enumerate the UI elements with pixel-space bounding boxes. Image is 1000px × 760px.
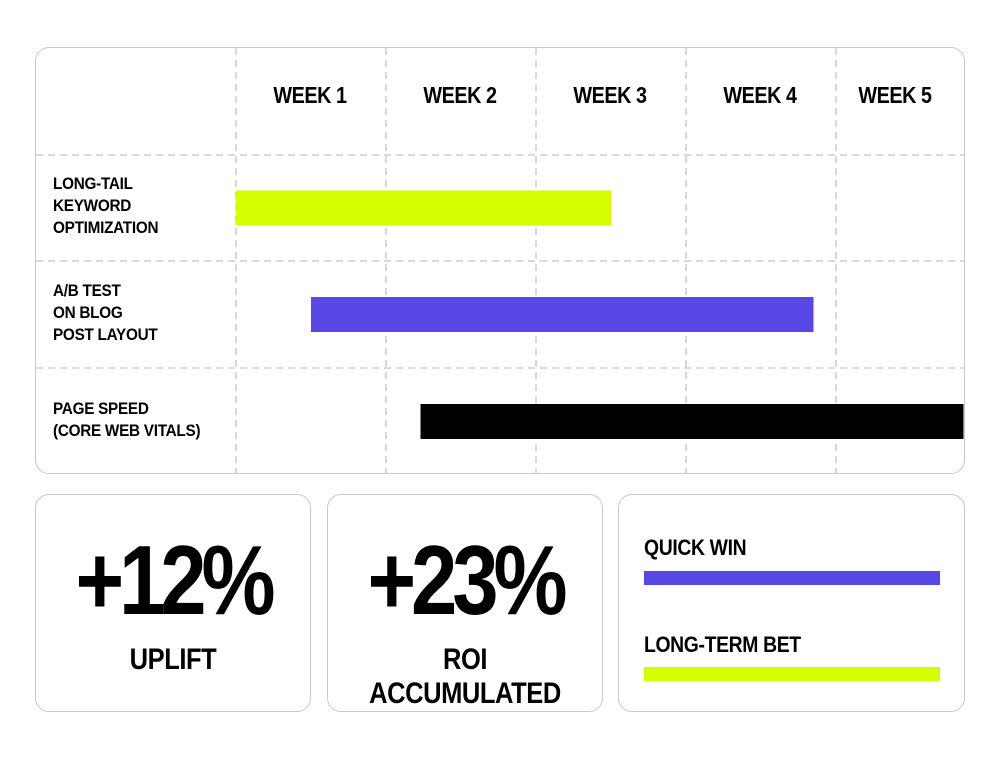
- task-label-1: LONG-TAIL KEYWORD OPTIMIZATION: [53, 174, 159, 237]
- legend-card: QUICK WIN LONG-TERM BET: [618, 494, 965, 712]
- gantt-chart-panel: [35, 47, 965, 474]
- legend-label-quick-win: QUICK WIN: [644, 535, 747, 560]
- week-label-1: WEEK 1: [273, 82, 347, 108]
- week-label-5: WEEK 5: [858, 82, 932, 108]
- roi-value: +23%: [367, 525, 568, 635]
- roi-stat-card: +23% ROI ACCUMULATED: [327, 494, 603, 712]
- legend-label-long-term-bet: LONG-TERM BET: [644, 632, 801, 657]
- task-label-3: PAGE SPEED (CORE WEB VITALS): [53, 399, 201, 440]
- task-label-2: A/B TEST ON BLOG POST LAYOUT: [53, 281, 158, 344]
- legend-swatch-long-term-bet: [644, 667, 940, 681]
- roi-label: ROI ACCUMULATED: [369, 643, 561, 710]
- gantt-bar-3: [420, 404, 964, 439]
- uplift-value: +12%: [75, 525, 276, 635]
- uplift-stat-card: +12% UPLIFT: [35, 494, 311, 712]
- gantt-bar-2: [311, 297, 814, 332]
- legend-swatch-quick-win: [644, 571, 940, 585]
- uplift-label: UPLIFT: [129, 643, 217, 676]
- week-label-2: WEEK 2: [423, 82, 497, 108]
- gantt-chart: [36, 48, 964, 473]
- gantt-bar-1: [236, 190, 611, 226]
- week-label-4: WEEK 4: [723, 82, 797, 108]
- week-label-3: WEEK 3: [573, 82, 647, 108]
